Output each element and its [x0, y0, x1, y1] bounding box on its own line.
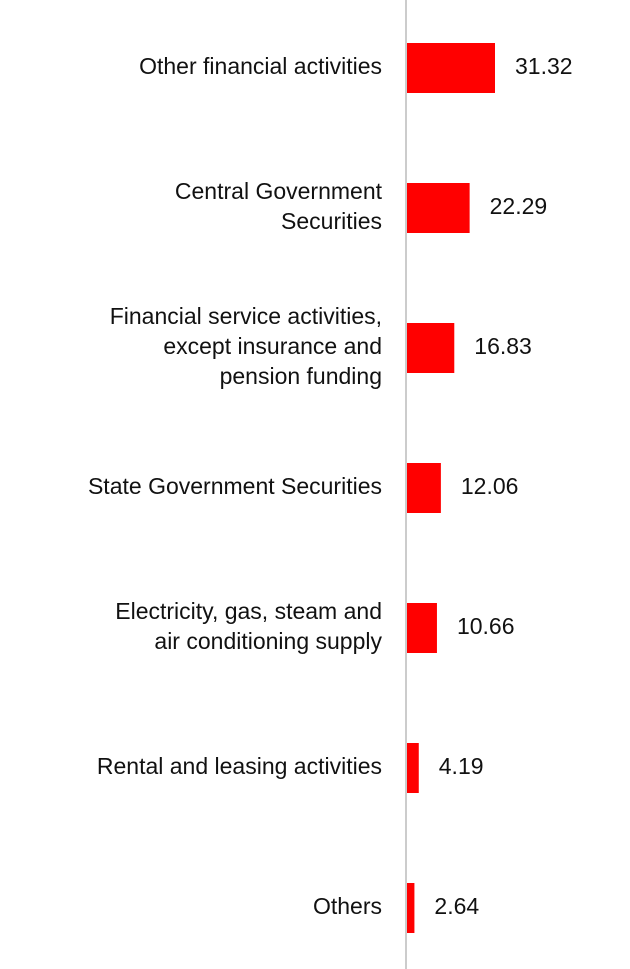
category-label-5-line-0: Rental and leasing activities	[97, 753, 382, 779]
category-label-2-line-0: Financial service activities,	[110, 303, 382, 329]
category-label-3-line-0: State Government Securities	[88, 473, 382, 499]
category-label-4-line-0: Electricity, gas, steam and	[115, 598, 382, 624]
value-label-3: 12.06	[461, 473, 519, 499]
category-label-1-line-1: Securities	[281, 208, 382, 234]
bar-1	[407, 183, 470, 233]
bar-6	[407, 883, 415, 933]
bar-3	[407, 463, 441, 513]
value-label-2: 16.83	[474, 333, 532, 359]
bar-0	[407, 43, 495, 93]
value-label-6: 2.64	[434, 893, 479, 919]
category-label-1-line-0: Central Government	[175, 178, 383, 204]
value-label-1: 22.29	[490, 193, 548, 219]
category-label-4-line-1: air conditioning supply	[154, 628, 382, 654]
value-label-4: 10.66	[457, 613, 515, 639]
bar-4	[407, 603, 437, 653]
category-label-0-line-0: Other financial activities	[139, 53, 382, 79]
bar-5	[407, 743, 419, 793]
bar-2	[407, 323, 455, 373]
value-label-5: 4.19	[439, 753, 484, 779]
category-label-2-line-2: pension funding	[220, 363, 382, 389]
category-label-2-line-1: except insurance and	[163, 333, 382, 359]
category-label-6-line-0: Others	[313, 893, 382, 919]
value-label-0: 31.32	[515, 53, 573, 79]
